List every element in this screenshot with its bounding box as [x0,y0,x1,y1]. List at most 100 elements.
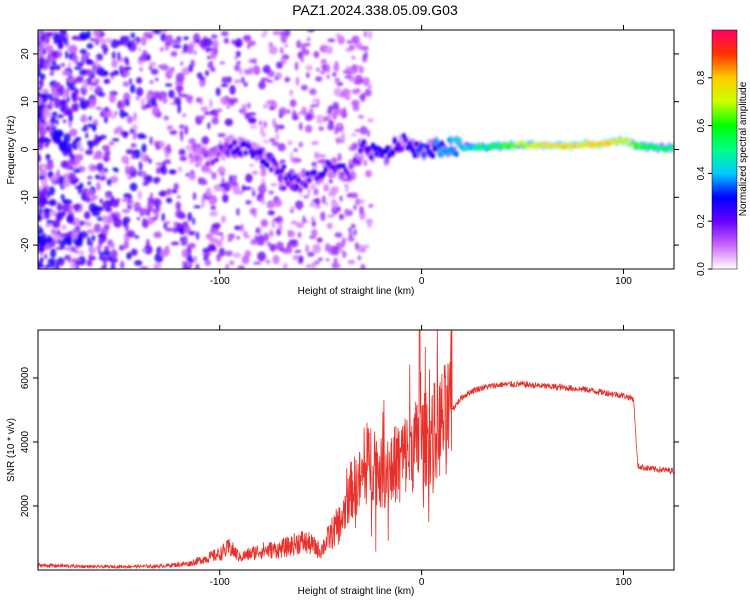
spectrogram-speckle [60,30,65,35]
spectrogram-speckle [362,53,367,63]
spectrogram-ridge-cell [503,142,508,147]
spectrogram-speckle [53,64,61,71]
spectrogram-speckle [56,169,60,177]
spectrogram-speckle [354,76,359,82]
spectrogram-speckle [359,125,368,135]
spectrogram-speckle [105,106,109,112]
spectrogram-speckle [235,50,241,58]
spectrogram-speckle [45,44,54,53]
spectrogram-speckle [133,201,141,212]
spectrogram-ridge-cell [398,133,403,144]
spectrogram-speckle [178,81,184,86]
spectrogram-speckle [268,229,274,238]
spectrogram-speckle [336,206,341,212]
spectrogram-speckle [241,106,247,116]
spectrogram-speckle [38,175,46,180]
colorbar-tick-label: 0.2 [696,214,707,228]
spectrogram-speckle [320,70,326,75]
spectrogram-speckle [119,35,128,46]
spectrogram-speckle [232,174,237,183]
spectrogram-speckle [70,246,76,253]
spectrogram-speckle [64,254,70,261]
spectrogram-speckle [175,72,185,83]
spectrogram-speckle [168,125,174,130]
spectrogram-speckle [368,203,374,208]
spectrogram-speckle [49,65,55,72]
spectrogram-speckle [187,212,193,222]
spectrogram-speckle [215,108,223,113]
spectrogram-speckle [358,114,365,119]
spectrogram-ridge-cell [307,177,312,184]
spectrogram-speckle [129,182,138,192]
spectrogram-speckle [229,84,236,95]
spectrogram-speckle [165,197,173,204]
spectrogram-speckle [145,175,153,183]
spectrogram-speckle [38,78,44,88]
spectrogram-speckle [103,79,108,84]
spectrogram-speckle [252,65,261,75]
spectrogram-speckle [75,241,83,248]
spectrogram-speckle [84,211,91,220]
spectrogram-speckle [121,99,126,109]
spectrogram-speckle [309,183,317,190]
spectrogram-speckle [61,70,71,76]
spectrogram-ridge-cell [399,146,405,152]
spectrogram-speckle [353,80,362,85]
spectrogram-speckle [44,143,49,148]
spectrogram-ridge-cell [452,136,457,143]
spectrogram-speckle [175,222,181,228]
spectrogram-ridge-cell [247,143,252,149]
spectrogram-ridge-cell [272,159,278,166]
spectrogram-ridge-cell [414,140,419,147]
spectrogram-speckle [325,45,334,55]
spectrogram-speckle [220,96,228,104]
spectrogram-speckle [102,144,111,152]
snr-plot-area [38,330,674,570]
spectrogram-speckle [169,130,178,135]
colorbar-tick-label: 0.4 [696,166,707,180]
spectrogram-speckle [292,254,299,261]
spectrogram-speckle [105,194,111,199]
spectrogram-ridge-cell [358,147,363,154]
spectrogram-speckle [101,43,107,50]
spectrogram-speckle [224,118,234,127]
spectrogram-speckle [87,123,93,128]
spectrogram-speckle [351,142,358,150]
spectrogram-speckle [244,112,251,120]
spectrogram-ridge-cell [432,145,437,152]
spectrogram-speckle [93,78,100,84]
spectrogram-speckle [279,221,283,230]
spectrogram-ridge-cell [303,183,308,189]
spectrogram-speckle [148,61,157,67]
spectrogram-y-tick-label: -20 [20,237,31,252]
spectrogram-speckle [150,68,159,75]
spectrogram-speckle [63,133,71,143]
spectrogram-speckle [280,34,288,44]
spectrogram-speckle [311,220,316,228]
spectrogram-speckle [316,98,320,108]
spectrogram-ridge-cell [190,157,196,163]
spectrogram-speckle [181,248,190,258]
spectrogram-speckle [277,143,286,152]
spectrogram-ridge-cell [225,149,230,156]
spectrogram-speckle [274,123,279,133]
spectrogram-ridge-cell [203,152,208,158]
spectrogram-speckle [273,198,283,208]
spectrogram-ridge-cell [229,143,234,149]
spectrogram-speckle [238,190,244,195]
spectrogram-speckle [38,225,41,229]
spectrogram-speckle [121,198,130,203]
spectrogram-ridge-cell [392,137,397,144]
spectrogram-speckle [119,64,123,75]
spectrogram-speckle [353,204,357,211]
spectrogram-speckle [155,162,164,167]
spectrogram-speckle [240,223,244,233]
spectrogram-speckle [348,227,352,233]
spectrogram-speckle [238,266,243,269]
spectrogram-speckle [130,143,137,148]
spectrogram-speckle [51,209,57,217]
spectrogram-speckle [173,96,178,105]
spectrogram-speckle [55,119,59,125]
spectrogram-speckle [57,39,63,49]
spectrogram-speckle [125,60,130,67]
